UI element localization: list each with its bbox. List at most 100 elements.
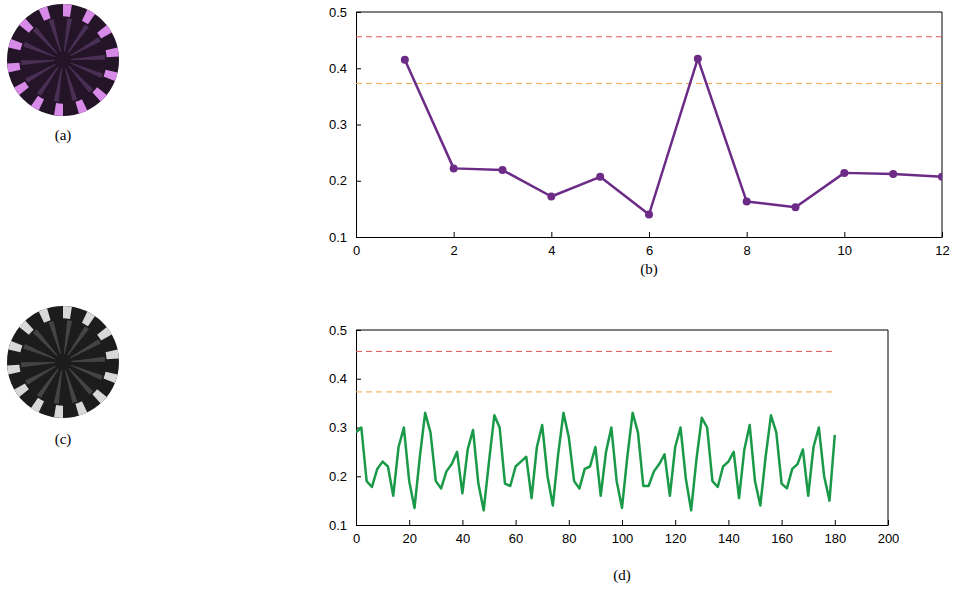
tick-label: 0.3 [329, 420, 347, 435]
tick-label: 4 [548, 243, 555, 258]
tick-label: 0.4 [329, 61, 347, 76]
tick-label: 140 [718, 531, 740, 546]
panel-label: (a) [55, 127, 72, 144]
image-panel: (a) [7, 4, 119, 144]
image-rim-patch [19, 19, 33, 33]
tick: 60 [509, 520, 523, 546]
reference-line [356, 36, 942, 37]
tick: 0.2 [329, 469, 361, 484]
tick-mark [782, 520, 783, 525]
image-texture [25, 366, 56, 385]
tick: 100 [612, 520, 634, 546]
tick-mark [649, 232, 650, 237]
tick-mark [728, 520, 729, 525]
tick-label: 60 [509, 531, 523, 546]
image-texture [37, 67, 59, 96]
tick-label: 10 [838, 243, 852, 258]
marker [401, 56, 409, 64]
tick-mark [356, 237, 361, 238]
panel-label: (d) [613, 567, 631, 584]
tick: 0.3 [329, 117, 361, 132]
image-rim-patch [63, 4, 72, 17]
image-texture [23, 344, 55, 359]
image-rim-patch [39, 308, 51, 322]
marker [499, 166, 507, 174]
image-rim-patch [63, 306, 72, 319]
image-texture [71, 357, 105, 362]
tick-label: 20 [402, 531, 416, 546]
tick-label: 0.1 [329, 518, 347, 533]
image-texture [71, 63, 103, 78]
tick-mark [747, 232, 748, 237]
tick: 160 [771, 520, 793, 546]
tick: 12 [935, 232, 949, 258]
image-panel: (c) [7, 306, 119, 448]
tick-mark [356, 379, 361, 380]
frame [888, 330, 889, 525]
image-texture [49, 19, 61, 52]
tick: 20 [402, 520, 416, 546]
tick: 200 [878, 520, 900, 546]
axis-line [357, 525, 889, 526]
image-texture [71, 55, 105, 60]
y-axis: 0.10.20.30.40.5 [329, 5, 361, 245]
tick: 2 [451, 232, 458, 258]
plot-area [356, 351, 835, 510]
panel-label: (c) [55, 431, 72, 448]
marker [743, 198, 751, 206]
tick-label: 180 [824, 531, 846, 546]
tick-mark [942, 232, 943, 237]
tick-mark [356, 476, 361, 477]
image-texture [21, 60, 55, 65]
image-texture [25, 64, 56, 83]
image-rim-patch [7, 365, 20, 375]
chart: 0204060801001201401601802000.10.20.30.40… [329, 323, 899, 547]
tick-label: 0.2 [329, 173, 347, 188]
tick-mark [356, 181, 361, 182]
series-line [405, 59, 942, 215]
plot-area [356, 37, 942, 219]
image-rim-patch [54, 103, 63, 116]
tick-label: 0.2 [329, 469, 347, 484]
tick-label: 80 [562, 531, 576, 546]
tick-mark [569, 520, 570, 525]
image-texture [67, 326, 89, 355]
tick: 80 [562, 520, 576, 546]
marker [596, 173, 604, 181]
tick-label: 6 [646, 243, 653, 258]
tick-label: 120 [665, 531, 687, 546]
tick: 180 [824, 520, 846, 546]
x-axis: 0 2 4 6 8 10 12 [353, 232, 950, 258]
tick-mark [888, 520, 889, 525]
frame [356, 330, 888, 331]
tick-label: 8 [744, 243, 751, 258]
marker [547, 193, 555, 201]
tick-label: 0 [353, 243, 360, 258]
figure: (a)(c)0246810120.10.20.30.40.5(b)0204060… [0, 0, 961, 599]
image-rim-patch [31, 398, 44, 413]
image-rim-patch [7, 63, 20, 73]
image-rim-patch [75, 401, 87, 415]
image-rim-patch [103, 70, 117, 81]
image-disc [7, 4, 119, 116]
image-texture [54, 370, 62, 404]
tick: 0.5 [329, 323, 361, 338]
tick-label: 0.4 [329, 371, 347, 386]
image-texture [65, 370, 77, 403]
tick: 0.4 [329, 371, 361, 386]
image-rim-patch [8, 39, 22, 50]
tick-mark [844, 232, 845, 237]
tick-mark [551, 232, 552, 237]
reference-line [356, 351, 835, 352]
image-texture [23, 42, 55, 57]
frame [942, 12, 943, 237]
tick-mark [356, 125, 361, 126]
tick: 4 [548, 232, 555, 258]
chart: 0246810120.10.20.30.40.5 [329, 5, 950, 259]
tick-label: 160 [771, 531, 793, 546]
tick: 0.3 [329, 420, 361, 435]
series-line [356, 413, 835, 511]
tick-mark [516, 520, 517, 525]
tick-mark [356, 330, 361, 331]
image-texture [49, 321, 61, 354]
